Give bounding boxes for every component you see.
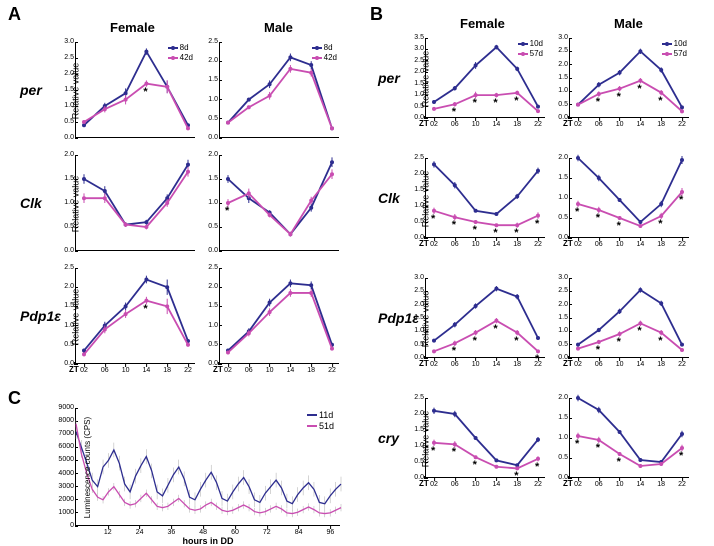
chart: 0.00.51.01.52.02.5ZT020610141822*: [75, 268, 195, 364]
chart: 0.00.51.01.52.02.5ZT020610141822: [219, 268, 339, 364]
luminescence-chart: 0100020003000400050006000700080009000122…: [75, 408, 340, 526]
chart: 0.00.51.01.52.02.5ZT020610141822*****: [425, 398, 545, 478]
chart: 0.00.51.01.52.0: [75, 155, 195, 251]
chart: 0.00.51.01.52.0*: [219, 155, 339, 251]
chart: 0.00.51.01.52.02.53.0*8d42d: [75, 42, 195, 138]
panel-label-b: B: [370, 4, 383, 25]
chart: 0.00.51.01.52.02.53.0ZT020610141822****: [569, 278, 689, 358]
chart: 0.00.51.01.52.0ZT020610141822*****: [569, 158, 689, 238]
chart: 0.00.51.01.52.02.58d42d: [219, 42, 339, 138]
chart: 0.00.51.01.52.02.53.0ZT020610141822****1…: [569, 38, 689, 118]
chart: 0.00.51.01.52.0ZT020610141822****: [569, 398, 689, 478]
chart: 0.00.51.01.52.02.53.03.5ZT020610141822**…: [425, 38, 545, 118]
chart: 0.00.51.01.52.02.5ZT020610141822******: [425, 158, 545, 238]
panel-label-c: C: [8, 388, 21, 409]
panel-label-a: A: [8, 4, 21, 25]
chart: 0.00.51.01.52.02.53.0ZT020610141822*****: [425, 278, 545, 358]
